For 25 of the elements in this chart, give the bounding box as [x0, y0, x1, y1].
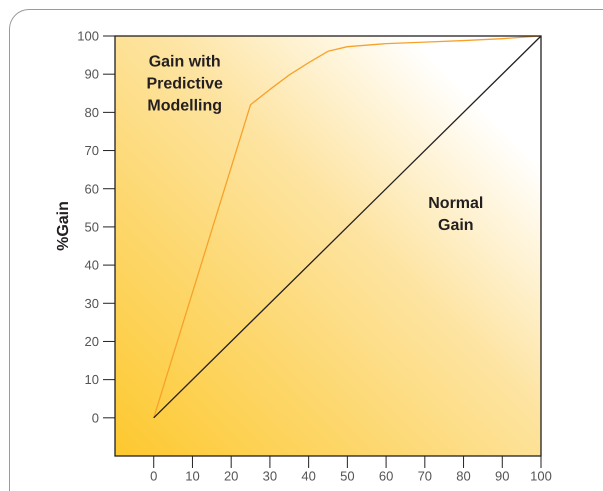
y-tick-label: 10: [84, 372, 99, 388]
y-tick-label: 20: [84, 334, 99, 350]
y-tick-label: 40: [84, 258, 99, 273]
x-tick-label: 10: [185, 468, 200, 484]
y-tick-label: 70: [84, 143, 99, 158]
x-tick-label: 0: [150, 468, 158, 484]
x-tick-label: 70: [418, 468, 432, 484]
x-tick-label: 30: [262, 468, 278, 484]
series-label: Gain with Predictive Modelling: [146, 54, 224, 115]
y-tick-label: 90: [84, 66, 99, 82]
y-tick-label: 100: [77, 28, 99, 44]
x-tick-label: 100: [530, 468, 552, 484]
x-tick-label: 40: [301, 468, 316, 484]
x-tick-label: 80: [456, 468, 471, 484]
y-tick-label: 50: [84, 219, 99, 234]
y-tick-label: 60: [84, 181, 99, 196]
y-tick-label: 0: [92, 410, 99, 426]
text: Normal Gain: [428, 194, 484, 234]
y-tick-label: 30: [84, 296, 99, 311]
x-tick-label: 50: [340, 468, 355, 484]
x-tick-label: 60: [378, 468, 394, 484]
y-tick-label: 80: [84, 104, 99, 120]
x-tick-label: 20: [224, 468, 238, 484]
x-tick-label: 90: [495, 468, 510, 484]
y-axis-title: %Gain: [55, 201, 72, 251]
